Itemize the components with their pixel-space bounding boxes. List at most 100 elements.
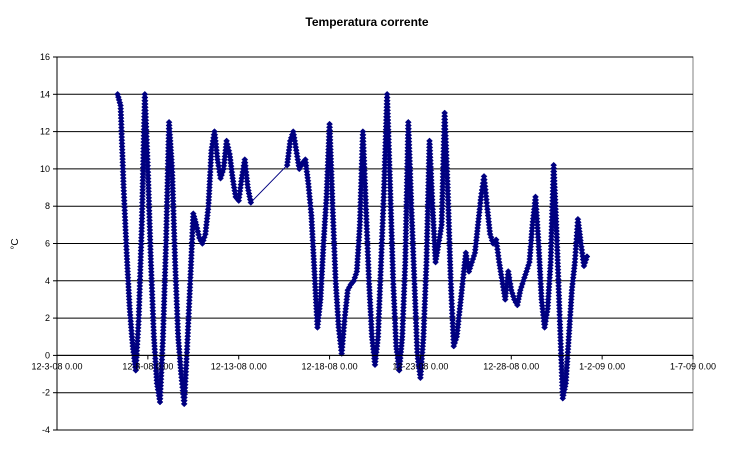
data-point: [374, 333, 382, 341]
data-point: [401, 281, 408, 289]
data-point: [134, 324, 142, 332]
y-tick-label: 16: [40, 52, 50, 62]
data-point: [157, 372, 165, 380]
data-point: [182, 378, 189, 385]
data-point: [473, 230, 481, 238]
data-point: [420, 320, 428, 328]
data-point: [401, 262, 409, 269]
data-point: [159, 339, 167, 347]
data-point: [184, 336, 191, 343]
data-point: [421, 307, 428, 315]
data-point: [183, 355, 190, 363]
data-point: [376, 294, 383, 302]
data-point: [455, 317, 462, 325]
data-point: [378, 245, 385, 253]
data-point: [377, 265, 385, 272]
data-point: [569, 277, 577, 285]
data-point: [401, 278, 408, 285]
data-point: [561, 385, 568, 393]
y-tick-label: 8: [45, 201, 50, 211]
data-point: [204, 205, 212, 213]
y-tick-label: 0: [45, 350, 50, 360]
data-point: [417, 371, 425, 378]
data-point: [399, 307, 407, 315]
data-point: [186, 280, 194, 288]
data-point: [247, 199, 255, 206]
data-point: [156, 392, 164, 399]
data-point: [419, 339, 427, 347]
data-point: [583, 253, 591, 260]
data-point: [571, 252, 579, 259]
data-point: [284, 158, 291, 166]
data-point: [433, 249, 441, 257]
data-point: [182, 374, 189, 382]
data-point: [475, 212, 483, 219]
data-point: [421, 287, 429, 295]
data-point: [471, 249, 479, 257]
data-point: [237, 184, 244, 192]
data-point: [339, 330, 347, 338]
data-point: [374, 336, 382, 344]
data-point: [454, 324, 462, 331]
data-point: [185, 300, 193, 307]
data-point: [458, 289, 465, 297]
data-point: [371, 358, 379, 365]
data-point: [526, 255, 534, 263]
data-point: [236, 190, 243, 198]
x-tick-labels: 12-3-08 0.00 12-8-08 0.00 12-13-08 0.00 12-…: [31, 361, 716, 371]
data-point: [436, 233, 443, 241]
data-point: [202, 224, 210, 232]
data-point: [422, 278, 430, 285]
data-point: [158, 359, 166, 367]
data-point: [420, 317, 428, 324]
data-point: [159, 343, 166, 350]
data-point: [459, 277, 467, 285]
data-point: [186, 287, 194, 294]
data-point: [526, 252, 534, 260]
series-markers: [114, 90, 591, 408]
data-point: [570, 271, 577, 278]
x-tick-label: 1-2-09 0.00: [579, 361, 625, 371]
data-point: [571, 258, 579, 266]
data-point: [528, 233, 535, 241]
data-point: [374, 326, 382, 334]
data-point: [202, 227, 210, 235]
y-tick-label: -2: [42, 388, 50, 398]
data-point: [434, 243, 442, 250]
data-point: [569, 280, 576, 288]
data-point: [571, 255, 579, 263]
data-point: [286, 143, 293, 151]
data-point: [433, 252, 440, 260]
y-tick-label: 6: [45, 239, 50, 249]
y-tick-label: 2: [45, 313, 50, 323]
data-point: [314, 320, 322, 328]
data-point: [378, 232, 386, 240]
data-point: [516, 289, 524, 297]
x-tick-label: 12-18-08 0.00: [302, 361, 358, 371]
chart-title: Temperatura corrente: [305, 15, 428, 29]
data-point: [380, 200, 387, 208]
data-point: [423, 262, 430, 269]
y-axis-label: °C: [10, 238, 21, 249]
data-point: [157, 388, 164, 396]
data-point: [184, 326, 192, 334]
data-point: [401, 268, 409, 276]
data-point: [501, 296, 509, 303]
data-point: [132, 366, 140, 374]
data-point: [419, 342, 427, 350]
data-point: [456, 302, 464, 310]
data-point: [457, 296, 465, 303]
data-point: [157, 382, 165, 390]
data-point: [458, 283, 466, 291]
data-point: [156, 395, 164, 403]
data-point: [373, 345, 381, 353]
data-point: [238, 174, 246, 182]
data-point: [203, 221, 210, 229]
data-point: [572, 248, 579, 256]
x-tick-label: 1-7-09 0.00: [670, 361, 716, 371]
data-point: [422, 275, 430, 282]
data-point: [422, 281, 429, 289]
data-point: [132, 357, 140, 364]
data-point: [421, 297, 429, 305]
data-point: [204, 209, 212, 216]
